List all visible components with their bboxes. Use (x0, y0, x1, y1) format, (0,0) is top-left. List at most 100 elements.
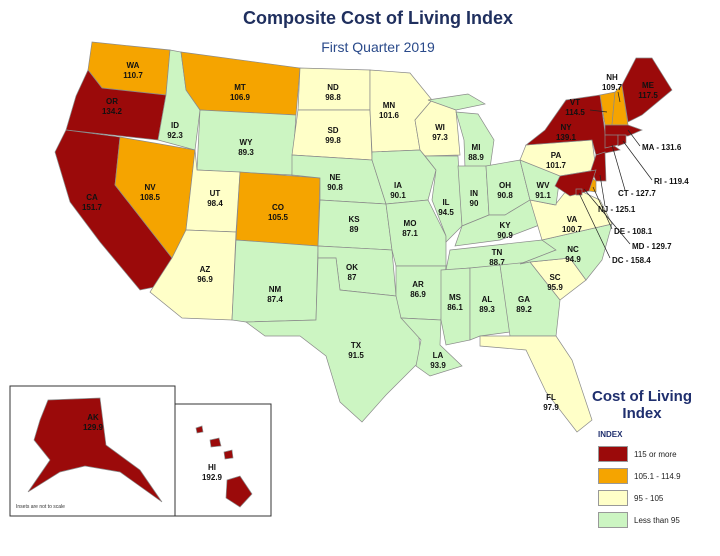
state-abbr: MS (449, 293, 462, 302)
state-abbr: WI (435, 123, 445, 132)
state-abbr: VA (567, 215, 578, 224)
leader-line (617, 91, 621, 103)
state-abbr: TN (492, 248, 503, 257)
state-abbr: NH (606, 73, 618, 82)
state-value: 91.1 (535, 191, 551, 200)
legend-row: 115 or more (592, 443, 712, 465)
state-value: 93.9 (430, 361, 446, 370)
legend-label: 95 - 105 (634, 493, 664, 503)
state-abbr: KY (499, 221, 511, 230)
state-abbr: MI (472, 143, 481, 152)
legend-rows: 115 or more 105.1 - 114.9 95 - 105 Less tha… (592, 443, 712, 531)
state (469, 264, 511, 341)
state-abbr: AK (87, 413, 99, 422)
state (149, 229, 237, 321)
legend-row: 95 - 105 (592, 487, 712, 509)
state-value: 134.2 (102, 107, 123, 116)
legend-title: Cost of Living Index (592, 388, 692, 422)
state-value: 87.4 (267, 295, 283, 304)
state-value: 90 (470, 199, 479, 208)
state-value: 110.7 (123, 71, 143, 80)
state-value: 88.7 (489, 258, 505, 267)
state-value: 101.7 (546, 161, 567, 170)
legend-swatch (598, 468, 628, 484)
state-value: 101.6 (379, 111, 400, 120)
title: Composite Cost of Living Index (243, 8, 513, 28)
state-value: 95.9 (547, 283, 563, 292)
leader-line (592, 186, 613, 230)
legend-swatch (598, 512, 628, 528)
legend-header: INDEX (598, 430, 623, 439)
state-abbr: GA (518, 295, 530, 304)
state-value: 97.3 (432, 133, 448, 142)
state-abbr: NM (269, 285, 282, 294)
leader-line (622, 140, 653, 181)
state-value: 87.1 (402, 229, 418, 238)
state-value: 86.1 (447, 303, 463, 312)
state-label: DC - 158.4 (612, 256, 651, 265)
state (519, 139, 597, 177)
state-label: MA - 131.6 (642, 143, 682, 152)
legend: Cost of Living Index INDEX 115 or more 10… (592, 388, 712, 531)
state (519, 223, 613, 281)
state-value: 90.9 (497, 231, 513, 240)
state-value: 89.3 (479, 305, 495, 314)
state-abbr: ME (642, 81, 655, 90)
state (440, 267, 471, 346)
state-value: 86.9 (410, 290, 426, 299)
state (575, 188, 583, 196)
state-abbr: ND (327, 83, 339, 92)
state-value: 94.5 (438, 208, 454, 217)
state (479, 335, 593, 433)
state-abbr: NE (329, 173, 341, 182)
state-value: 117.5 (638, 91, 658, 100)
legend-swatch (598, 490, 628, 506)
inset-note: Insets are not to scale (16, 504, 65, 510)
state-abbr: WV (537, 181, 551, 190)
state-abbr: NC (567, 245, 579, 254)
state (291, 109, 373, 161)
legend-label: 115 or more (634, 449, 677, 459)
state-abbr: OK (346, 263, 358, 272)
state-abbr: HI (208, 463, 216, 472)
state-abbr: WY (240, 138, 254, 147)
state-value: 89.2 (516, 305, 532, 314)
legend-label: Less than 95 (634, 515, 680, 525)
state (231, 239, 319, 323)
state-value: 89 (350, 225, 359, 234)
state-value: 90.8 (497, 191, 513, 200)
state-value: 114.5 (565, 108, 585, 117)
state-abbr: IA (394, 181, 402, 190)
state-value: 90.8 (327, 183, 343, 192)
state-abbr: NV (144, 183, 156, 192)
state-value: 151.7 (82, 203, 103, 212)
leader-line (583, 188, 631, 245)
legend-row: Less than 95 (592, 509, 712, 531)
state-value: 192.9 (202, 473, 223, 482)
state-label: CT - 127.7 (618, 189, 656, 198)
state (621, 57, 673, 123)
leader-line (611, 144, 626, 191)
state-value: 98.4 (207, 199, 223, 208)
state-value: 88.9 (468, 153, 484, 162)
state (604, 134, 619, 149)
state-value: 91.5 (348, 351, 364, 360)
state-abbr: OH (499, 181, 511, 190)
state-abbr: KS (348, 215, 360, 224)
state-abbr: CO (272, 203, 284, 212)
state-abbr: CA (86, 193, 98, 202)
state-abbr: SC (549, 273, 560, 282)
state-abbr: LA (433, 351, 444, 360)
hawaii-inset (174, 403, 272, 517)
state-abbr: PA (551, 151, 562, 160)
leader-line (589, 109, 608, 113)
state-abbr: FL (546, 393, 556, 402)
state (604, 124, 643, 137)
leader-line (578, 192, 611, 259)
subtitle: First Quarter 2019 (321, 39, 435, 55)
state-abbr: IN (470, 189, 478, 198)
state-label: NJ - 125.1 (598, 205, 636, 214)
state-abbr: SD (327, 126, 338, 135)
legend-label: 105.1 - 114.9 (634, 471, 681, 481)
state-value: 96.9 (197, 275, 213, 284)
